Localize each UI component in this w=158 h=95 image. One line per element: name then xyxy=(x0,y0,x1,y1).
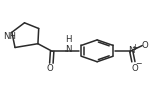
Text: N: N xyxy=(65,45,71,54)
Text: O: O xyxy=(132,64,138,73)
Text: NH: NH xyxy=(3,32,16,41)
Text: +: + xyxy=(131,43,138,52)
Text: H: H xyxy=(65,35,71,44)
Text: O: O xyxy=(141,41,148,50)
Text: N: N xyxy=(128,46,134,55)
Text: −: − xyxy=(135,59,142,68)
Text: O: O xyxy=(47,64,53,73)
